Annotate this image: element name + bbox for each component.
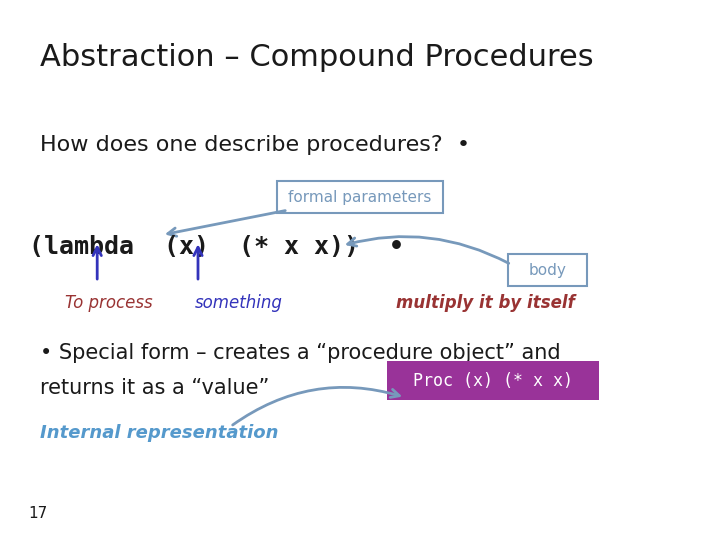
Text: How does one describe procedures?  •: How does one describe procedures? • [40,135,469,155]
Text: returns it as a “value”: returns it as a “value” [40,378,269,398]
Text: something: something [194,294,282,312]
FancyBboxPatch shape [277,181,443,213]
FancyBboxPatch shape [387,361,599,400]
Text: Abstraction – Compound Procedures: Abstraction – Compound Procedures [40,43,593,72]
Text: multiply it by itself: multiply it by itself [396,294,575,312]
Text: Proc (x) (* x x): Proc (x) (* x x) [413,372,573,390]
Text: body: body [528,262,566,278]
Text: (lambda  (x)  (* x x))  •: (lambda (x) (* x x)) • [29,235,404,259]
Text: 17: 17 [29,506,48,521]
Text: To process: To process [65,294,153,312]
Text: Internal representation: Internal representation [40,424,278,442]
FancyBboxPatch shape [508,254,587,286]
Text: formal parameters: formal parameters [288,190,432,205]
Text: • Special form – creates a “procedure object” and: • Special form – creates a “procedure ob… [40,343,560,363]
